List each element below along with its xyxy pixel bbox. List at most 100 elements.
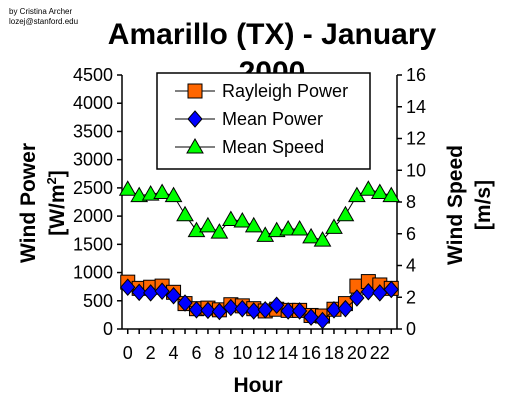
point-mean-speed xyxy=(176,205,194,222)
y2-tick-label: 12 xyxy=(406,129,426,149)
y-tick-label: 3000 xyxy=(73,150,113,170)
point-mean-speed xyxy=(244,216,263,233)
point-mean-speed xyxy=(233,212,252,228)
point-mean-power xyxy=(177,294,193,312)
point-mean-power xyxy=(257,301,273,319)
x-tick-label: 12 xyxy=(255,343,275,363)
legend-marker-mean-power xyxy=(187,110,203,128)
point-mean-power xyxy=(314,311,331,330)
point-mean-power xyxy=(326,301,342,319)
y2-tick-label: 0 xyxy=(406,319,416,339)
point-mean-speed xyxy=(187,221,206,238)
y-tick-label: 2000 xyxy=(73,206,113,226)
point-mean-speed xyxy=(359,180,378,196)
y-tick-label: 0 xyxy=(103,319,113,339)
y2-tick-label: 16 xyxy=(406,65,426,85)
y-tick-label: 500 xyxy=(83,291,113,311)
x-tick-label: 6 xyxy=(191,343,201,363)
legend-marker-mean-speed xyxy=(186,137,204,154)
point-mean-speed xyxy=(221,210,240,226)
x-tick-label: 0 xyxy=(123,343,133,363)
legend: Rayleigh Power Mean Power Mean Speed xyxy=(175,81,348,157)
point-mean-power xyxy=(120,278,136,296)
point-mean-power xyxy=(246,302,262,320)
point-mean-speed xyxy=(302,227,320,244)
y-axis-label-group: Wind Power xyxy=(17,143,40,263)
point-mean-power xyxy=(280,302,296,320)
x-tick-label: 2 xyxy=(146,343,156,363)
point-mean-speed xyxy=(290,219,309,236)
point-mean-speed xyxy=(256,226,275,242)
y-tick-label: 3500 xyxy=(73,121,113,141)
point-mean-speed xyxy=(153,183,171,199)
chart-title: Amarillo (TX) - January xyxy=(108,18,437,51)
x-tick-label: 22 xyxy=(370,343,390,363)
left-axis-ticks: 0 500 1000 1500 2000 2500 3000 3500 4000 4500 xyxy=(73,65,122,339)
y2-tick-label: 6 xyxy=(406,224,416,244)
x-tick-label: 18 xyxy=(324,343,344,363)
point-mean-speed xyxy=(210,223,229,239)
y2-axis-label: Wind Speed xyxy=(444,145,467,265)
y2-tick-label: 2 xyxy=(406,287,416,307)
x-tick-label: 10 xyxy=(232,343,252,363)
point-mean-power xyxy=(188,301,205,319)
x-tick-label: 4 xyxy=(169,343,179,363)
point-mean-power xyxy=(165,286,182,305)
point-mean-power xyxy=(154,282,170,300)
point-mean-speed xyxy=(164,186,183,203)
y2-tick-label: 14 xyxy=(406,97,426,117)
y-tick-label: 4000 xyxy=(73,93,113,113)
y2-tick-label: 10 xyxy=(406,160,426,180)
point-mean-power xyxy=(223,298,239,317)
y-axis-unit-base: [W/m xyxy=(46,184,69,235)
point-mean-power xyxy=(349,289,365,307)
credit-author: by Cristina Archer xyxy=(9,7,72,16)
y2-tick-label: 4 xyxy=(406,256,416,276)
point-mean-speed xyxy=(279,219,298,236)
point-mean-speed xyxy=(313,231,332,247)
point-mean-power xyxy=(234,299,250,318)
point-mean-power xyxy=(337,299,354,318)
right-axis-ticks: 0 2 4 6 8 10 12 14 16 xyxy=(397,65,426,339)
legend-label-mean-power: Mean Power xyxy=(222,109,323,129)
x-axis-ticks: 0 2 4 6 8 10 12 14 16 18 20 22 xyxy=(123,329,393,363)
point-mean-power xyxy=(383,280,399,299)
credit-email: lozej@stanford.edu xyxy=(9,17,78,26)
y-axis-unit: [W/m2] xyxy=(44,170,69,236)
legend-marker-rayleigh-power xyxy=(187,83,203,99)
point-mean-power xyxy=(303,308,319,326)
series-layer xyxy=(118,180,401,330)
point-mean-power xyxy=(360,282,377,301)
legend-label-rayleigh-power: Rayleigh Power xyxy=(222,81,348,101)
y-tick-label: 1500 xyxy=(73,234,113,254)
y-axis-label: Wind Power xyxy=(17,143,40,263)
x-tick-label: 14 xyxy=(278,343,298,363)
y-axis-unit-close: ] xyxy=(46,170,69,177)
point-mean-speed xyxy=(370,183,389,199)
y-tick-label: 2500 xyxy=(73,178,113,198)
point-mean-speed xyxy=(199,216,217,233)
point-mean-power xyxy=(211,302,228,321)
y-tick-label: 4500 xyxy=(73,65,113,85)
point-mean-power xyxy=(291,302,308,320)
point-mean-speed xyxy=(382,186,401,203)
y2-axis-unit-group: [m/s] xyxy=(472,180,495,230)
point-mean-power xyxy=(131,283,147,302)
legend-label-mean-speed: Mean Speed xyxy=(222,137,324,157)
y2-axis-unit: [m/s] xyxy=(472,180,495,230)
point-mean-speed xyxy=(118,180,137,196)
y-axis-unit-sup: 2 xyxy=(44,177,59,184)
x-tick-label: 16 xyxy=(301,343,321,363)
x-tick-label: 8 xyxy=(214,343,224,363)
x-tick-label: 20 xyxy=(347,343,367,363)
point-mean-speed xyxy=(325,218,343,234)
y-axis-unit-group: [W/m2] xyxy=(44,170,69,236)
y2-axis-label-group: Wind Speed xyxy=(444,145,467,265)
point-mean-power xyxy=(269,296,285,315)
y2-tick-label: 8 xyxy=(406,192,416,212)
y-tick-label: 1000 xyxy=(73,263,113,283)
x-axis-label: Hour xyxy=(234,374,283,397)
point-mean-speed xyxy=(336,205,355,222)
point-mean-power xyxy=(200,301,216,320)
